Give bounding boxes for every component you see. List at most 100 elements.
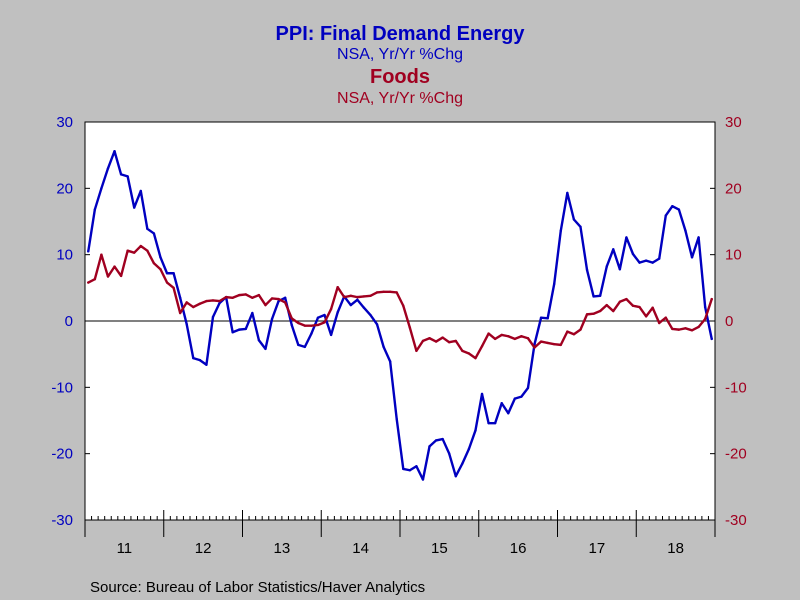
x-tick-label: 12 bbox=[195, 540, 212, 557]
series-1-point bbox=[461, 349, 464, 353]
series-0-point bbox=[113, 149, 116, 153]
series-1-point bbox=[257, 293, 261, 297]
y-right-tick-label: -30 bbox=[725, 512, 747, 529]
series-0-point bbox=[369, 313, 372, 317]
series-0-point bbox=[297, 343, 300, 347]
series-0-point bbox=[612, 248, 615, 251]
series-1-point bbox=[133, 251, 136, 254]
series-1-point bbox=[579, 328, 582, 331]
series-0-point bbox=[362, 306, 366, 309]
series-0-point bbox=[238, 328, 241, 331]
series-0-point bbox=[625, 236, 628, 239]
series-0-point bbox=[710, 337, 713, 341]
series-0-point bbox=[303, 345, 307, 349]
series-1-point bbox=[644, 315, 648, 318]
series-1-point bbox=[710, 297, 713, 301]
series-1-point bbox=[559, 343, 562, 347]
series-1-point bbox=[375, 291, 379, 294]
chart-title-3: NSA, Yr/Yr %Chg bbox=[337, 90, 463, 107]
series-1-point bbox=[526, 337, 530, 340]
plot-area bbox=[84, 121, 716, 521]
series-1-point bbox=[231, 296, 234, 299]
series-0-point bbox=[428, 445, 431, 448]
y-right-tick-label: 0 bbox=[725, 313, 733, 330]
y-right-tick-label: 20 bbox=[725, 180, 742, 197]
source-note: Source: Bureau of Labor Statistics/Haver… bbox=[90, 579, 425, 596]
series-1-point bbox=[684, 327, 687, 330]
y-right-tick-label: -10 bbox=[725, 379, 747, 396]
series-0-point bbox=[671, 205, 674, 208]
series-0-point bbox=[402, 467, 405, 471]
series-1-point bbox=[113, 265, 116, 268]
series-0-line bbox=[87, 149, 713, 481]
series-1-point bbox=[283, 301, 287, 304]
series-0-point bbox=[211, 315, 215, 319]
series-1-point bbox=[119, 274, 123, 278]
series-0-point bbox=[264, 347, 267, 351]
series-1-point bbox=[454, 339, 457, 343]
series-0-point bbox=[152, 232, 156, 235]
series-0-point bbox=[664, 214, 667, 217]
series-1-point bbox=[395, 291, 398, 294]
series-1 bbox=[87, 244, 713, 360]
series-1-point bbox=[316, 323, 320, 327]
series-0-point bbox=[651, 261, 654, 264]
series-1-point bbox=[178, 311, 182, 315]
series-0-point bbox=[631, 252, 635, 256]
series-1-point bbox=[448, 341, 451, 344]
series-1-point bbox=[264, 303, 267, 307]
series-1-point bbox=[192, 305, 195, 309]
series-0-point bbox=[566, 191, 569, 195]
series-1-point bbox=[323, 321, 326, 324]
series-0 bbox=[87, 149, 713, 481]
series-0-point bbox=[126, 175, 129, 178]
series-0-point bbox=[388, 360, 392, 363]
series-0-point bbox=[539, 316, 543, 319]
series-1-point bbox=[87, 281, 90, 284]
series-0-point bbox=[106, 167, 110, 170]
series-1-point bbox=[310, 324, 313, 327]
series-group bbox=[87, 149, 713, 481]
series-1-point bbox=[592, 312, 595, 315]
series-1-point bbox=[152, 262, 156, 265]
series-1-point bbox=[539, 340, 543, 343]
series-0-point bbox=[467, 447, 471, 451]
series-1-point bbox=[546, 341, 549, 345]
series-0-point bbox=[690, 256, 694, 259]
series-0-point bbox=[487, 421, 490, 425]
series-0-point bbox=[474, 429, 477, 432]
series-0-point bbox=[677, 208, 681, 211]
series-0-point bbox=[185, 323, 188, 326]
series-1-point bbox=[533, 346, 536, 349]
series-1-point bbox=[441, 336, 444, 339]
series-0-point bbox=[375, 323, 379, 326]
series-0-point bbox=[441, 437, 444, 441]
series-0-point bbox=[139, 189, 142, 193]
series-1-point bbox=[638, 305, 641, 309]
y-left-tick-label: 20 bbox=[56, 180, 73, 197]
series-0-point bbox=[605, 265, 608, 268]
series-0-point bbox=[507, 412, 510, 415]
series-0-point bbox=[198, 358, 202, 362]
axes: 30 20 10 0 -10 -20 -30 30 20 10 0 -10 -20 -30 11 12 13 14… bbox=[51, 114, 746, 557]
series-1-point bbox=[356, 295, 359, 299]
series-0-point bbox=[585, 268, 589, 272]
series-0-point bbox=[553, 282, 556, 286]
series-1-point bbox=[434, 340, 438, 343]
series-1-point bbox=[277, 297, 280, 301]
series-0-point bbox=[165, 272, 169, 275]
series-0-point bbox=[316, 316, 320, 319]
series-1-point bbox=[388, 290, 392, 294]
series-0-point bbox=[231, 331, 234, 334]
x-tick-label: 13 bbox=[274, 540, 291, 557]
series-1-point bbox=[172, 286, 175, 290]
x-tick-label: 15 bbox=[431, 540, 448, 557]
series-1-point bbox=[664, 316, 667, 319]
series-0-point bbox=[172, 272, 175, 275]
series-0-point bbox=[257, 339, 261, 342]
y-left-tick-label: 30 bbox=[56, 114, 73, 131]
y-left-tick-label: 10 bbox=[56, 247, 73, 264]
series-0-point bbox=[520, 395, 523, 398]
series-1-point bbox=[618, 300, 622, 303]
